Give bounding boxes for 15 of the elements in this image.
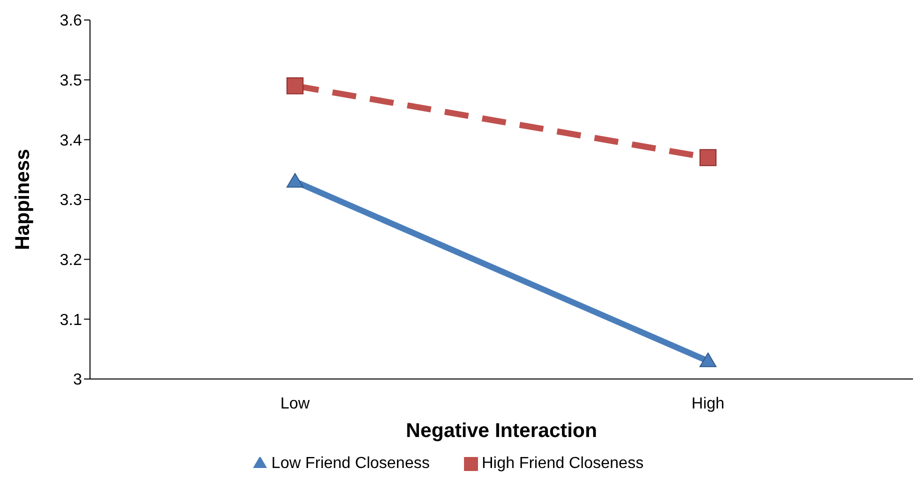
legend-label: Low Friend Closeness bbox=[271, 455, 430, 472]
y-tick-label: 3.4 bbox=[60, 132, 82, 150]
y-tick-label: 3.2 bbox=[60, 252, 82, 270]
y-tick-label: 3.5 bbox=[60, 72, 82, 90]
x-tick-label: High bbox=[692, 395, 724, 412]
y-tick-label: 3.1 bbox=[60, 312, 82, 329]
point bbox=[286, 77, 304, 94]
x-tick-label: Low bbox=[280, 395, 310, 412]
y-tick-label: 3.6 bbox=[60, 12, 82, 30]
x-axis-title: Negative Interaction bbox=[406, 420, 598, 442]
legend-label: High Friend Closeness bbox=[482, 455, 644, 472]
y-axis-title: Happiness bbox=[12, 148, 34, 250]
y-tick-label: 3.3 bbox=[60, 192, 82, 210]
y-tick-label: 3 bbox=[73, 372, 82, 389]
point bbox=[700, 149, 716, 166]
